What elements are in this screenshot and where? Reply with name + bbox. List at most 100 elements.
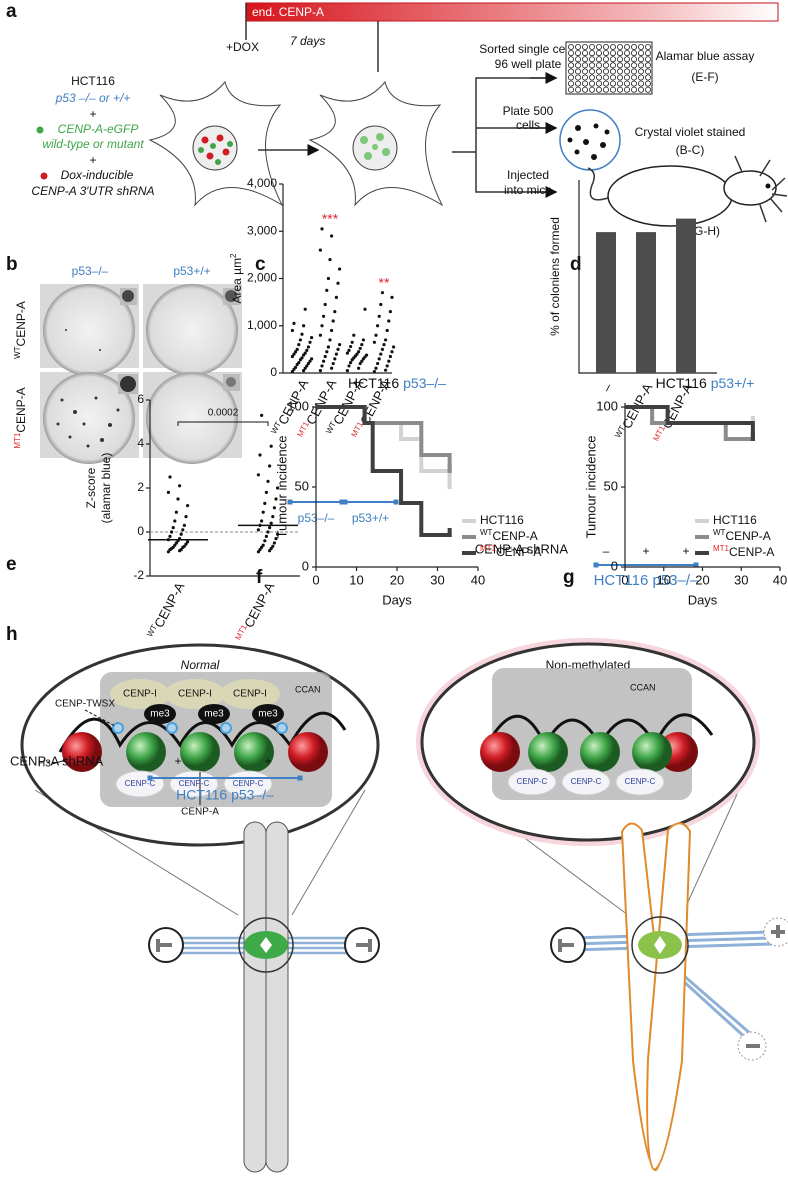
dot [300,356,304,360]
dot [276,486,280,490]
well [631,62,638,69]
well [617,62,624,69]
well [603,44,610,51]
dot [377,357,381,361]
plate [43,372,135,464]
superscript: WT [13,346,22,359]
well [596,50,603,57]
legend-name: CENP-A [725,529,770,543]
well [617,74,624,81]
dot [331,319,335,323]
well [631,44,638,51]
chart-title: HCT116 p53–/– [348,375,446,391]
bar [676,218,696,373]
plate [146,372,238,464]
plate [146,284,238,376]
title-colored: p53–/– [403,375,446,391]
dot [318,369,322,373]
bar [596,232,616,373]
h3-nucleosome [288,732,328,772]
assay-panels: (B-C) [676,143,705,157]
dot [269,546,273,551]
well [582,56,589,63]
cenp-a-nucleosome [234,732,274,772]
well [596,56,603,63]
well [568,74,575,81]
dot [338,343,342,347]
dot [330,366,334,370]
title-text: HCT116 [656,375,707,391]
x-tick-label: WTCENP-A [613,380,656,442]
dot [374,333,378,337]
dot [269,521,273,525]
kinetochore-mark [746,925,785,1048]
duration-label: 7 days [290,34,325,48]
mouse-eye [765,183,771,189]
dot [384,338,388,342]
legend-label: HCT116 [713,513,757,527]
dot [182,544,186,548]
dot [334,352,338,356]
x-tick-label: 20 [695,572,709,587]
dot [261,543,265,547]
colonies [567,123,610,160]
legend-sup: MT1 [713,544,730,553]
legend-label: MT1CENP-A [713,544,774,560]
well [645,62,652,69]
cenp-i-label: CENP-I [233,689,267,700]
row-label: CENP-A shRNA [475,541,569,556]
y-label: Z-score [84,467,98,508]
label-text: CENP-A [14,387,28,432]
construct: CENP-A-eGFP [58,122,139,136]
chromosome-normal [148,821,380,1173]
well [603,74,610,81]
well [582,80,589,87]
well [638,44,645,51]
well [624,62,631,69]
dot [310,357,314,361]
centromere-core [654,936,666,954]
cenp-a-nucleosome [528,732,568,772]
dot [322,359,326,363]
dot [392,345,396,349]
x-tick-label: 30 [430,572,444,587]
dot [376,361,380,366]
axes [578,180,717,374]
dot [260,519,264,523]
y-label-sup: 2 [229,253,238,258]
y-tick-label: 0 [302,558,309,573]
dot [263,501,267,505]
dot [325,288,329,292]
ccan-label: CCAN [630,682,656,692]
dot [388,354,392,359]
x-label: Days [688,592,718,607]
row-value: + [264,754,271,768]
dot [173,543,177,547]
dna [58,711,347,753]
group-end [693,562,699,568]
branch-text: Injected [507,168,549,182]
well [617,44,624,51]
well [645,56,652,63]
branch-text: Plate 500 [503,104,554,118]
cenp-i-label: CENP-I [123,689,157,700]
dot [336,281,340,285]
well [568,50,575,57]
pointer [51,759,67,765]
assay: Alamar blue assay [656,49,755,63]
dot [303,307,307,311]
legend-sup: WT [713,528,726,537]
branch-text: cells [516,118,540,132]
well [589,86,596,93]
cenp-a-nucleosome [180,732,220,772]
dot [306,345,310,349]
y-tick-label: 100 [287,398,309,413]
dot [179,548,183,552]
dot [168,534,172,539]
me3-label: me3 [150,709,170,720]
dot [303,366,307,370]
well-plate [565,41,653,95]
dot [184,542,188,546]
ccan-label: CCAN [295,684,321,694]
group-end [393,499,399,505]
